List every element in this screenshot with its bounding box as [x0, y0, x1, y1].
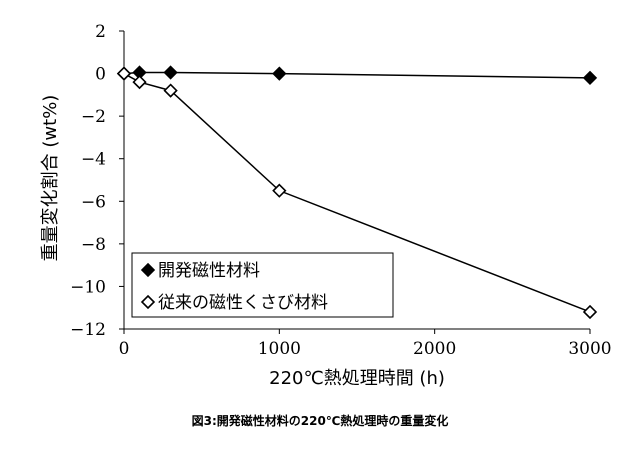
y-tick-label: −10 — [70, 277, 106, 297]
chart: 2 0 −2 −4 −6 −8 −10 −12 0 1000 2000 3000 220℃熱処理時間 … — [40, 22, 612, 389]
tick-labels: 2 0 −2 −4 −6 −8 −10 −12 0 1000 2000 3000 — [70, 22, 612, 359]
data-point-series-2 — [132, 74, 147, 90]
legend-marker-2 — [140, 294, 156, 310]
x-tick-label: 3000 — [568, 339, 611, 359]
data-point-series-2 — [163, 83, 178, 98]
x-tick-label: 0 — [119, 339, 130, 359]
y-tick-label: −6 — [81, 192, 106, 212]
legend-marker-1 — [140, 262, 156, 278]
legend-label-2: 従来の磁性くさび材料 — [158, 293, 328, 313]
y-tick-label: −8 — [81, 235, 106, 255]
y-tick-label: −12 — [70, 320, 106, 340]
data-point-series-1 — [163, 65, 178, 80]
data-point-series-1 — [582, 70, 598, 85]
data-point-series-2 — [116, 66, 132, 81]
y-tick-label: 0 — [95, 65, 106, 85]
legend-label-1: 開発磁性材料 — [158, 261, 260, 281]
data-point-series-1 — [272, 66, 287, 81]
data-point-series-2 — [272, 183, 287, 198]
legend-box — [131, 252, 394, 318]
y-tick-label: −2 — [81, 107, 106, 127]
y-tick-label: 2 — [95, 22, 106, 42]
data-point-series-2 — [582, 304, 598, 320]
x-axis-title: 220℃熱処理時間 (h) — [269, 368, 445, 389]
x-tick-label: 1000 — [258, 339, 301, 359]
y-axis-title: 重量変化割合 (wt%) — [40, 95, 61, 262]
y-tick-label: −4 — [81, 150, 106, 170]
series-markers — [116, 65, 598, 320]
series-line-1 — [123, 71, 591, 79]
x-tick-label: 2000 — [413, 339, 456, 359]
figure-caption: 図3:開発磁性材料の220℃熱処理時の重量変化 — [191, 414, 449, 428]
